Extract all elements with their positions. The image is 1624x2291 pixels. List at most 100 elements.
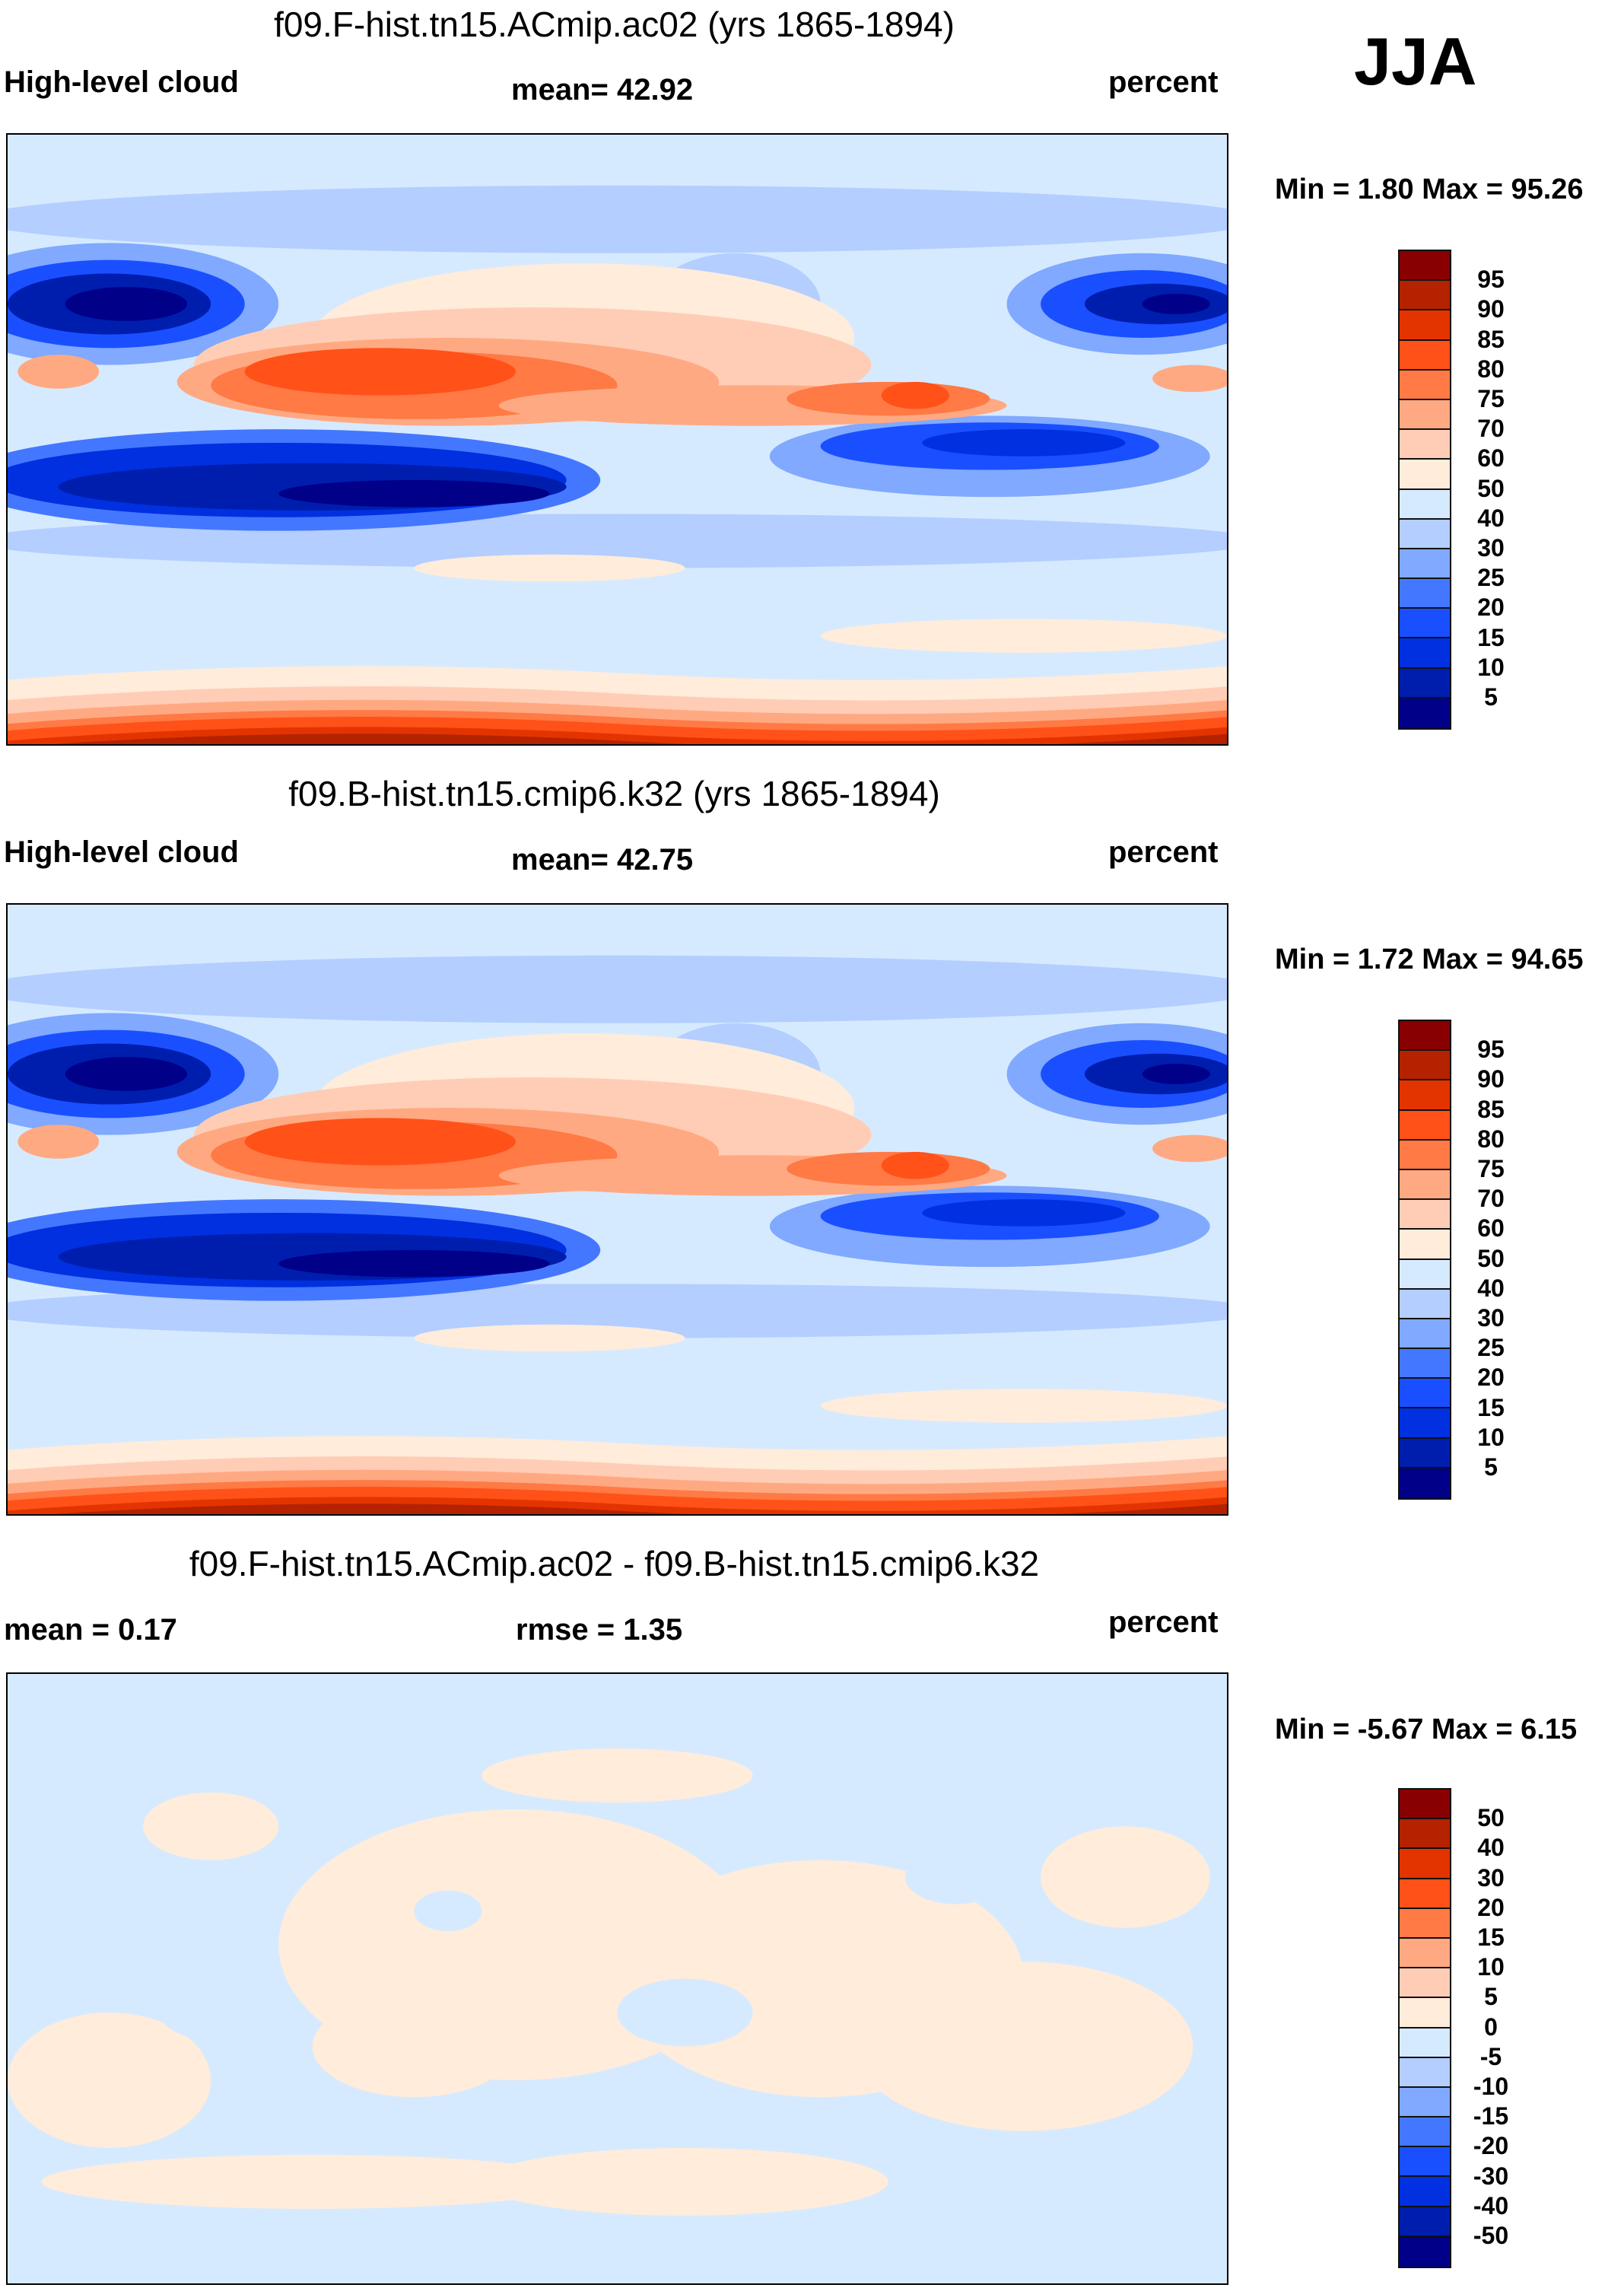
colorbar-swatch (1400, 1849, 1450, 1879)
colorbar-swatch (1400, 2177, 1450, 2207)
colorbar-swatch (1400, 1021, 1450, 1052)
colorbar-tick-label: 75 (1477, 1155, 1505, 1182)
colorbar-swatch (1400, 1998, 1450, 2028)
contour-region (65, 287, 187, 321)
colorbar-swatch (1400, 2147, 1450, 2178)
panel1-mean: mean= 42.92 (511, 73, 694, 107)
colorbar-swatch (1400, 310, 1450, 341)
panel2-colorbar (1398, 1020, 1451, 1500)
colorbar-tick-label: 85 (1477, 1095, 1505, 1123)
colorbar-tick-label: 40 (1477, 1274, 1505, 1302)
colorbar-tick-label: -5 (1479, 2042, 1502, 2070)
colorbar-tick-label: 80 (1477, 1125, 1505, 1153)
contour-region (8, 733, 1227, 744)
colorbar-swatch (1400, 609, 1450, 639)
colorbar-tick-label: 5 (1484, 1983, 1498, 2011)
colorbar-swatch (1400, 549, 1450, 580)
panel3-rmse: rmse = 1.35 (516, 1613, 683, 1647)
colorbar-swatch (1400, 340, 1450, 371)
colorbar-swatch (1400, 1468, 1450, 1498)
contour-region (1142, 294, 1210, 314)
colorbar-tick-label: 50 (1477, 1244, 1505, 1272)
panel3-units: percent (1108, 1605, 1219, 1639)
colorbar-swatch (1400, 460, 1450, 490)
colorbar-tick-label: 40 (1477, 1834, 1505, 1862)
colorbar-swatch (1400, 1169, 1450, 1201)
colorbar-tick-label: 20 (1477, 593, 1505, 622)
panel2-map (6, 903, 1228, 1516)
colorbar-swatch (1400, 1438, 1450, 1468)
panel3-mean: mean = 0.17 (4, 1613, 177, 1647)
panel3-map (6, 1672, 1228, 2285)
colorbar-tick-label: 70 (1477, 415, 1505, 443)
panel1-map (6, 133, 1228, 746)
colorbar-tick-label: -30 (1473, 2162, 1509, 2190)
contour-region (278, 1249, 550, 1278)
colorbar-swatch (1400, 281, 1450, 311)
colorbar-swatch (1400, 2118, 1450, 2148)
contour-region (65, 1057, 187, 1091)
colorbar-swatch (1400, 2087, 1450, 2118)
colorbar-tick-label: 75 (1477, 385, 1505, 412)
colorbar-swatch (1400, 668, 1450, 698)
colorbar-swatch (1400, 1408, 1450, 1439)
colorbar-swatch (1400, 1259, 1450, 1290)
colorbar-swatch (1400, 519, 1450, 549)
colorbar-swatch (1400, 1051, 1450, 1081)
colorbar-tick-label: 15 (1477, 623, 1505, 651)
contour-region (617, 1978, 753, 2047)
colorbar-tick-label: 70 (1477, 1185, 1505, 1213)
colorbar-tick-label: -40 (1473, 2191, 1509, 2219)
contour-region (312, 1995, 516, 2098)
contour-region (1142, 1064, 1210, 1084)
contour-region (244, 348, 516, 396)
panel2-title: f09.B-hist.tn15.cmip6.k32 (yrs 1865-1894… (288, 774, 940, 813)
colorbar-swatch (1400, 638, 1450, 669)
colorbar-swatch (1400, 698, 1450, 728)
panel1-variable: High-level cloud (4, 65, 239, 99)
colorbar-tick-label: -20 (1473, 2132, 1509, 2160)
colorbar-swatch (1400, 1080, 1450, 1111)
colorbar-tick-label: 80 (1477, 355, 1505, 383)
colorbar-swatch (1400, 1200, 1450, 1230)
colorbar-tick-label: 10 (1477, 1423, 1505, 1451)
panel1-title: f09.F-hist.tn15.ACmip.ac02 (yrs 1865-189… (274, 5, 955, 44)
colorbar-tick-label: 50 (1477, 474, 1505, 502)
colorbar-swatch (1400, 489, 1450, 520)
colorbar-swatch (1400, 2028, 1450, 2058)
colorbar-swatch (1400, 1819, 1450, 1850)
panel1-colorbar (1398, 250, 1451, 730)
contour-region (244, 1118, 516, 1166)
colorbar-tick-label: 50 (1477, 1804, 1505, 1832)
colorbar-swatch (1400, 251, 1450, 282)
contour-region (1041, 1826, 1210, 1928)
panel1-units: percent (1108, 65, 1219, 99)
colorbar-tick-label: 20 (1477, 1893, 1505, 1921)
panel1-minmax: Min = 1.80 Max = 95.26 (1275, 173, 1584, 205)
panel3-colorbar (1398, 1788, 1451, 2268)
colorbar-tick-label: 85 (1477, 325, 1505, 353)
colorbar-tick-label: 95 (1477, 266, 1505, 294)
colorbar-swatch (1400, 399, 1450, 431)
contour-region (17, 355, 100, 389)
colorbar-swatch (1400, 1908, 1450, 1939)
colorbar-tick-label: 95 (1477, 1036, 1505, 1064)
contour-region (160, 1985, 262, 2040)
panel3-title: f09.F-hist.tn15.ACmip.ac02 - f09.B-hist.… (189, 1544, 1040, 1583)
colorbar-tick-label: 60 (1477, 444, 1505, 473)
colorbar-tick-label: 15 (1477, 1393, 1505, 1421)
colorbar-tick-label: 40 (1477, 504, 1505, 532)
contour-region (414, 1890, 482, 1932)
colorbar-tick-label: 5 (1484, 1453, 1498, 1481)
colorbar-swatch (1400, 2207, 1450, 2237)
contour-region (17, 1125, 100, 1159)
contour-region (922, 1199, 1126, 1227)
contour-region (820, 1389, 1227, 1423)
colorbar-tick-label: 90 (1477, 295, 1505, 323)
colorbar-tick-label: 0 (1484, 2013, 1498, 2041)
colorbar-tick-label: 30 (1477, 1863, 1505, 1892)
contour-region (904, 1850, 1007, 1904)
colorbar-tick-label: -50 (1473, 2222, 1509, 2249)
colorbar-swatch (1400, 1140, 1450, 1170)
panel2-units: percent (1108, 835, 1219, 869)
